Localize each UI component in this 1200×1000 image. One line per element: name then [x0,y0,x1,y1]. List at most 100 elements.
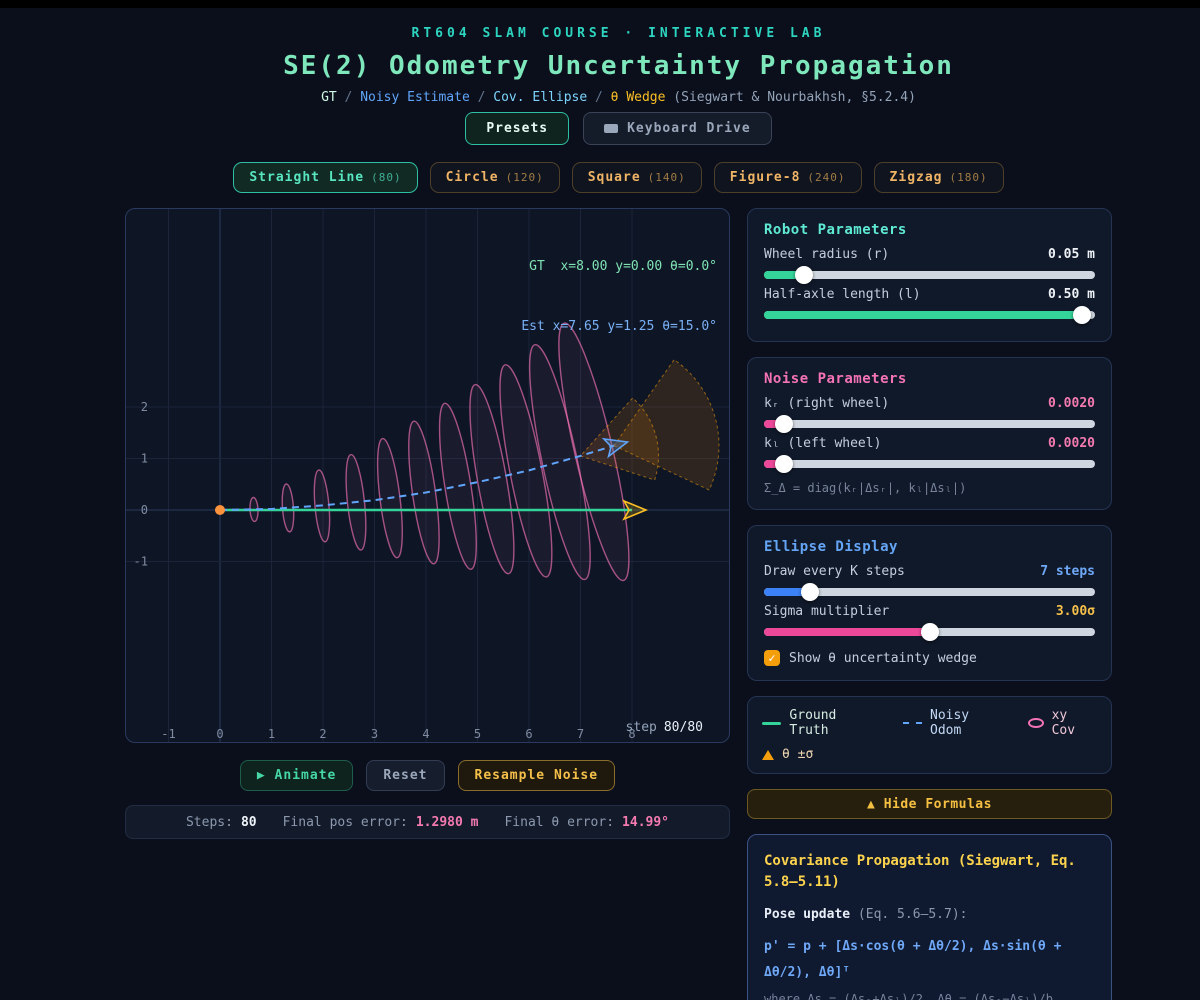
where-clause: where Δs = (Δsᵣ+Δsₗ)/2, Δθ = (Δsᵣ−Δsₗ)/b [764,992,1053,1000]
crumb-sep: / [336,90,361,105]
draw-every-k-slider[interactable] [764,583,1095,601]
wheel-radius-value: 0.05 m [1048,247,1095,262]
preset-label: Figure-8 [729,170,801,185]
ellipse-display-panel: Ellipse Display Draw every K steps 7 ste… [747,525,1112,681]
keyboard-drive-button[interactable]: Keyboard Drive [583,112,772,145]
pose-update-line: Pose update (Eq. 5.6–5.7): [764,907,1095,922]
kl-label: kₗ (left wheel) [764,436,882,451]
step-counter-prefix: step [625,720,657,735]
preset-label: Zigzag [889,170,943,185]
svg-text:-1: -1 [134,555,148,569]
preset-label: Square [587,170,641,185]
pos-error-label: Final pos error: [282,814,408,830]
kr-label: kᵣ (right wheel) [764,396,890,411]
formulas-title: Covariance Propagation (Siegwart, Eq. 5.… [764,853,1076,890]
sigma-multiplier-slider[interactable] [764,623,1095,641]
keyboard-drive-label: Keyboard Drive [627,121,751,136]
slider-track [764,420,1095,428]
kl-value: 0.0020 [1048,436,1095,451]
trajectory-canvas: -1 0 1 2 3 4 5 6 7 8 -1 0 1 2 GT x=8.00 y=0.00 θ=0.0°… [125,208,730,743]
noise-params-panel: Noise Parameters kᵣ (right wheel) 0.0020… [747,357,1112,510]
svg-text:4: 4 [422,727,429,741]
pose-readouts: GT x=8.00 y=0.00 θ=0.0° Est x=7.65 y=1.2… [521,217,717,377]
legend-item-noisy-odom: Noisy Odom [902,708,1006,738]
legend-label: Noisy Odom [930,708,970,738]
param-row: kₗ (left wheel) 0.0020 [764,436,1095,451]
preset-label: Straight Line [249,170,365,185]
wedge-triangle-icon [762,749,774,760]
crumb-gt: GT [321,90,337,105]
pose-update-equation: p' = p + [Δs·cos(θ + Δθ/2), Δs·sin(θ + Δ… [764,939,1062,980]
legend-row: θ ±σ [762,747,1097,762]
half-axle-slider[interactable] [764,306,1095,324]
legend-row: Ground Truth Noisy Odom xy Cov [762,708,1097,738]
hide-formulas-button[interactable]: ▲ Hide Formulas [747,789,1112,819]
wedge-checkbox-row: ✓ Show θ uncertainty wedge [764,650,1095,666]
keyboard-icon [604,124,619,133]
slider-fill [764,628,930,636]
preset-figure8[interactable]: Figure-8 (240) [713,162,862,193]
slider-thumb[interactable] [774,455,793,473]
svg-text:7: 7 [577,727,584,741]
sigma-multiplier-label: Sigma multiplier [764,604,890,619]
preset-straight-line[interactable]: Straight Line (80) [233,162,418,193]
draw-every-k-value: 7 steps [1040,564,1095,579]
param-row: Sigma multiplier 3.00σ [764,604,1095,619]
legend-label: xy Cov [1051,708,1076,738]
legend-label: θ ±σ [782,747,814,762]
stats-bar: Steps: 80 Final pos error: 1.2980 m Fina… [125,805,730,839]
preset-label: Circle [445,170,499,185]
half-axle-label: Half-axle length (l) [764,287,921,302]
slider-fill [764,588,811,596]
slider-thumb[interactable] [801,583,820,601]
svg-text:-1: -1 [161,727,175,741]
kr-value: 0.0020 [1048,396,1095,411]
svg-text:5: 5 [474,727,481,741]
param-row: Wheel radius (r) 0.05 m [764,247,1095,262]
page-header: RT604 SLAM COURSE · INTERACTIVE LAB SE(2… [125,26,1112,105]
preset-row: Straight Line (80) Circle (120) Square (… [125,162,1112,193]
legend-item-xy-cov: xy Cov [1027,708,1097,738]
svg-text:6: 6 [525,727,532,741]
svg-text:8: 8 [628,727,635,741]
preset-circle[interactable]: Circle (120) [429,162,560,193]
slider-track [764,588,1095,596]
trajectory-plot: -1 0 1 2 3 4 5 6 7 8 -1 0 1 2 [126,209,729,742]
svg-text:1: 1 [268,727,275,741]
wedge-checkbox[interactable]: ✓ [764,650,780,666]
half-axle-value: 0.50 m [1048,287,1095,302]
wedge-checkbox-label: Show θ uncertainty wedge [789,650,977,666]
animate-button[interactable]: ▶ Animate [239,760,354,791]
steps-value: 80 [240,814,257,830]
noise-params-title: Noise Parameters [764,371,907,387]
page-title: SE(2) Odometry Uncertainty Propagation [283,51,954,81]
wheel-radius-slider[interactable] [764,266,1095,284]
preset-zigzag[interactable]: Zigzag (180) [873,162,1004,193]
slider-thumb[interactable] [1072,306,1091,324]
svg-text:2: 2 [141,400,148,414]
kl-slider[interactable] [764,455,1095,473]
slider-fill [764,311,1082,319]
preset-step-count: (80) [371,171,402,184]
citation: (Siegwart & Nourbakhsh, §5.2.4) [665,90,916,105]
slider-thumb[interactable] [920,623,939,641]
preset-square[interactable]: Square (140) [571,162,702,193]
breadcrumb: GT / Noisy Estimate / Cov. Ellipse / θ W… [125,90,1112,105]
slider-thumb[interactable] [794,266,813,284]
gt-readout: GT x=8.00 y=0.00 θ=0.0° [529,259,717,274]
kr-slider[interactable] [764,415,1095,433]
theta-error-value: 14.99° [622,814,670,830]
presets-button[interactable]: Presets [465,112,570,145]
playback-controls: ▶ Animate Reset Resample Noise [125,760,730,791]
slider-thumb[interactable] [774,415,793,433]
preset-step-count: (120) [505,171,544,184]
svg-text:2: 2 [319,727,326,741]
presets-button-label: Presets [486,121,549,136]
reset-button[interactable]: Reset [366,760,445,791]
pose-update-label: Pose update [764,907,851,922]
ellipse-icon [1027,718,1044,728]
legend-item-theta-sigma: θ ±σ [762,747,813,762]
crumb-cov-ellipse: Cov. Ellipse [493,90,588,105]
resample-noise-button[interactable]: Resample Noise [457,760,616,791]
slider-fill [764,460,784,468]
